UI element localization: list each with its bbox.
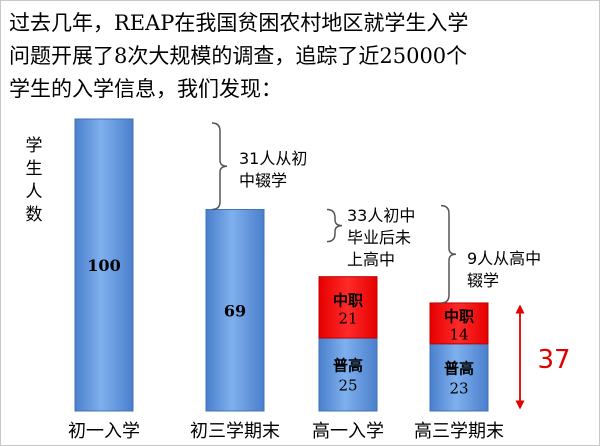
bar-vocational-3 bbox=[318, 276, 378, 339]
x-label-4: 高三学期末 bbox=[414, 421, 504, 442]
bar-2 bbox=[205, 209, 265, 412]
x-label-2: 初三学期末 bbox=[190, 421, 280, 442]
intro-line-3: 学生的入学信息，我们发现： bbox=[9, 77, 282, 101]
intro-line-1: 过去几年，REAP在我国贫困农村地区就学生入学 bbox=[9, 11, 469, 35]
annotation-2-line-3: 上高中 bbox=[347, 250, 395, 269]
annotation-1-line-2: 中辍学 bbox=[239, 171, 287, 190]
general-value-3: 25 bbox=[338, 377, 357, 395]
vocational-value-4: 14 bbox=[449, 325, 468, 343]
intro-text: 过去几年，REAP在我国贫困农村地区就学生入学 问题开展了8次大规模的调查，追踪… bbox=[9, 7, 589, 106]
y-axis-char-4: 数 bbox=[26, 205, 43, 225]
bracket-2 bbox=[326, 208, 343, 243]
y-axis-char-2: 生 bbox=[26, 159, 43, 179]
bracket-1 bbox=[211, 122, 228, 211]
y-axis-char-3: 人 bbox=[26, 182, 43, 202]
general-label-3: 普高 bbox=[333, 357, 363, 375]
bracket-3 bbox=[440, 204, 457, 304]
vocational-label-4: 中职 bbox=[444, 307, 474, 325]
bar-general-4 bbox=[429, 343, 489, 412]
annotation-2-line-2: 毕业后未 bbox=[347, 228, 411, 247]
vocational-label-3: 中职 bbox=[333, 291, 363, 309]
bar-1 bbox=[74, 118, 134, 412]
callout: 37 bbox=[515, 304, 571, 410]
bar-general-3 bbox=[318, 337, 378, 412]
y-axis-char-1: 学 bbox=[26, 136, 43, 156]
general-value-4: 23 bbox=[449, 379, 468, 397]
x-label-1: 初一入学 bbox=[68, 421, 140, 442]
annotation-3-line-1: 9人从高中 bbox=[467, 249, 541, 268]
bar-value-1: 100 bbox=[87, 256, 120, 275]
callout-value: 37 bbox=[537, 345, 570, 375]
annotation-1-line-1: 31人从初 bbox=[239, 149, 307, 168]
vocational-value-3: 21 bbox=[338, 309, 357, 327]
general-label-4: 普高 bbox=[444, 359, 474, 377]
annotation-3-line-2: 辍学 bbox=[467, 271, 499, 290]
x-axis-labels: 初一入学 初三学期末 高一入学 高三学期末 bbox=[68, 421, 504, 442]
intro-line-2: 问题开展了8次大规模的调查，追踪了近25000个 bbox=[9, 44, 468, 68]
bar-vocational-4 bbox=[429, 302, 489, 345]
x-label-3: 高一入学 bbox=[312, 421, 384, 442]
bar-value-2: 69 bbox=[224, 301, 246, 320]
annotation-2-line-1: 33人初中 bbox=[347, 206, 415, 225]
